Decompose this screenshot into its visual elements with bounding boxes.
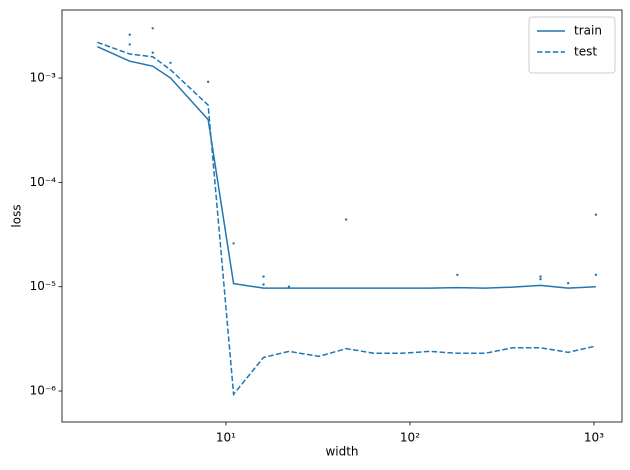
x-tick-label: 10³ <box>584 431 604 445</box>
point <box>539 278 542 281</box>
point <box>128 43 131 46</box>
point <box>206 80 210 84</box>
series-line <box>97 41 597 397</box>
point <box>151 27 154 30</box>
point <box>594 213 598 216</box>
point <box>151 51 154 54</box>
y-tick-label: 10⁻⁶ <box>30 384 57 398</box>
point <box>456 273 459 277</box>
point <box>232 242 235 245</box>
point <box>566 282 570 285</box>
y-tick-label: 10⁻⁵ <box>30 279 57 293</box>
y-tick-label: 10⁻³ <box>30 71 57 85</box>
point <box>539 275 542 278</box>
point <box>344 218 348 221</box>
plot-frame <box>61 9 623 423</box>
series-line <box>97 45 596 289</box>
point <box>169 61 172 65</box>
point <box>128 33 131 36</box>
x-tick-label: 10¹ <box>216 431 236 445</box>
legend-label: test <box>574 45 597 59</box>
point <box>262 283 265 286</box>
legend-box <box>528 16 616 74</box>
y-tick-label: 10⁻⁴ <box>30 175 57 189</box>
x-tick-label: 10² <box>400 431 420 445</box>
point <box>287 285 291 288</box>
legend-label: train <box>574 24 602 38</box>
point <box>262 275 265 278</box>
point <box>594 273 598 277</box>
x-axis-label: width <box>325 445 358 459</box>
y-axis-label: loss <box>10 204 24 227</box>
